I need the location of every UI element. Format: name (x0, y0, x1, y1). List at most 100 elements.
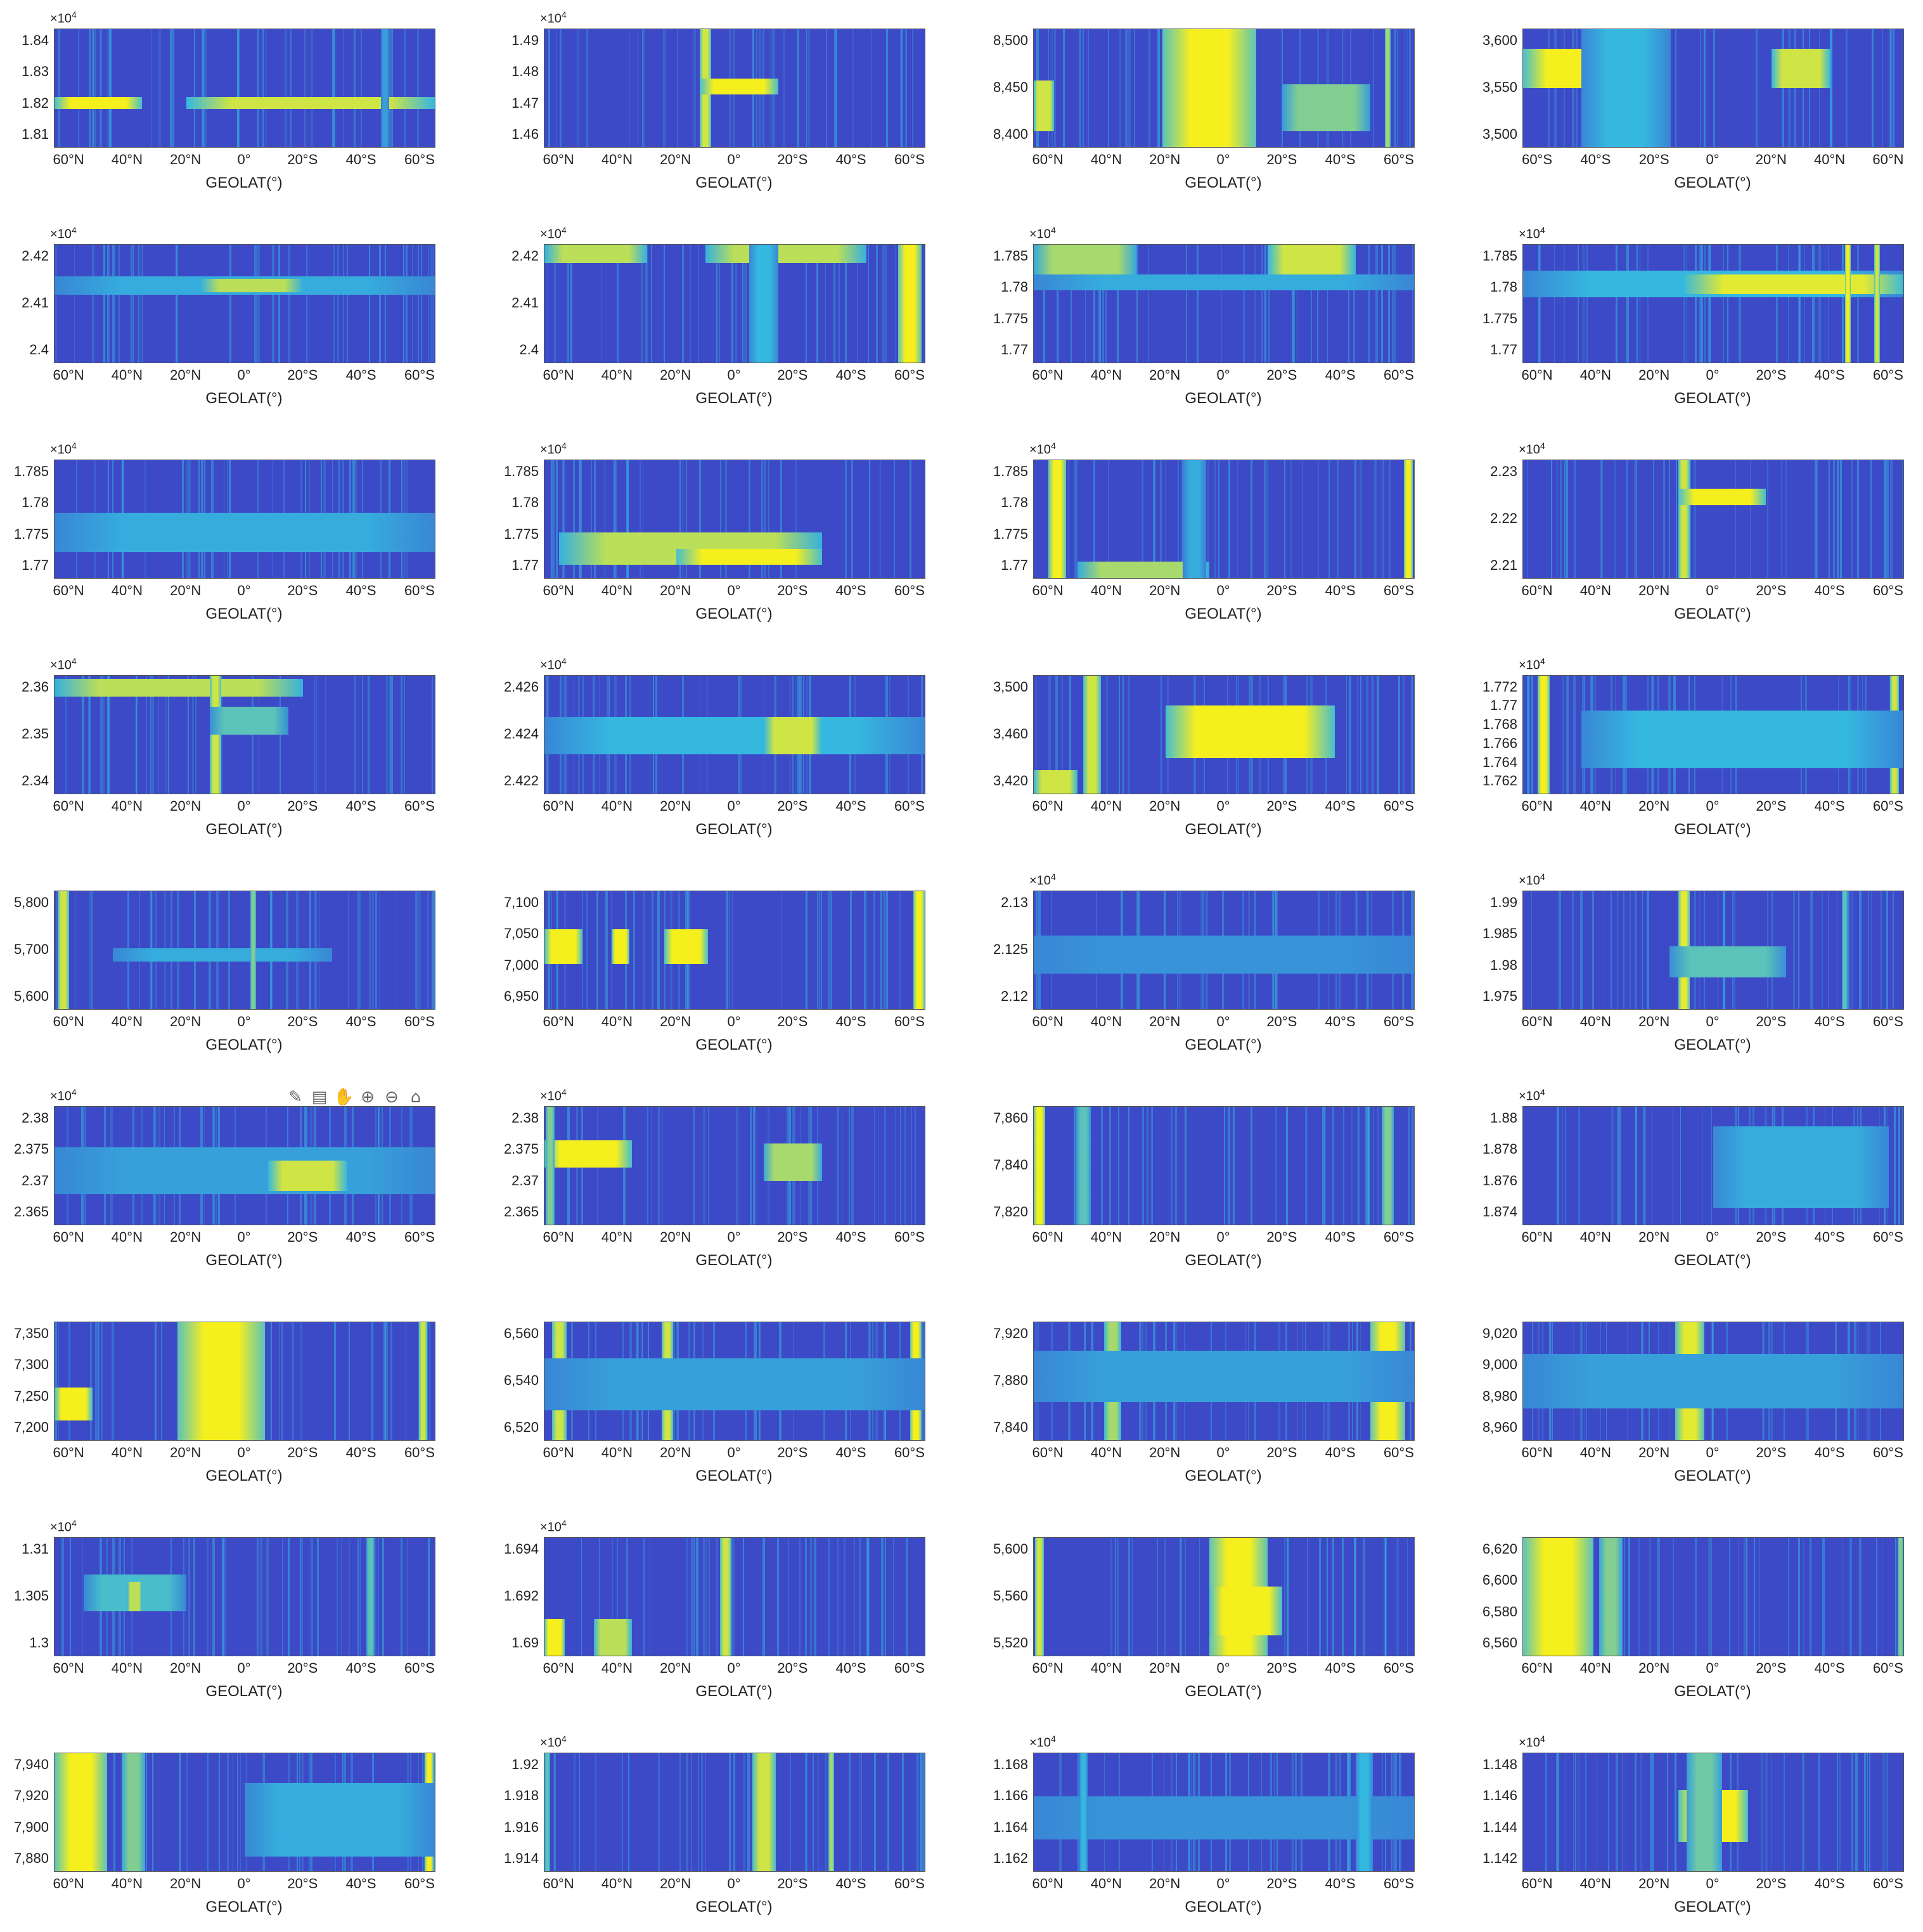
x-axis-label: GEOLAT(°) (695, 174, 773, 191)
y-tick-label: 2.38 (22, 1109, 49, 1126)
noise-stripe (614, 460, 616, 578)
noise-stripe (886, 891, 889, 1009)
noise-stripe (1577, 245, 1579, 363)
noise-stripe (1372, 1107, 1374, 1225)
x-tick-label: 40°S (1325, 798, 1356, 814)
noise-stripe (837, 1538, 839, 1656)
noise-stripe (1036, 676, 1038, 794)
heatmap-plot-area (54, 1537, 435, 1656)
noise-stripe (1881, 29, 1884, 147)
noise-stripe (1886, 891, 1889, 1009)
x-axis-label: GEOLAT(°) (205, 1467, 283, 1484)
x-tick-label: 20°N (660, 367, 691, 383)
noise-stripe (1737, 1538, 1739, 1656)
noise-stripe (1327, 245, 1328, 363)
y-tick-label: 1.775 (503, 525, 539, 542)
x-tick-label: 20°S (1266, 1445, 1297, 1460)
noise-stripe (108, 676, 111, 794)
noise-stripe (873, 1107, 875, 1225)
noise-stripe (371, 891, 375, 1009)
intensity-band (245, 1782, 435, 1857)
noise-stripe (311, 1538, 314, 1656)
noise-stripe (1629, 891, 1631, 1009)
edit-data-tip-icon[interactable]: ✎ (288, 1088, 302, 1107)
noise-stripe (306, 245, 308, 363)
intensity-band (1034, 80, 1055, 132)
noise-stripe (1563, 29, 1566, 147)
y-tick-label: 1.762 (1482, 773, 1517, 789)
noise-stripe (1170, 1107, 1173, 1225)
x-tick-label: 60°N (543, 367, 574, 383)
y-tick-label: 1.775 (993, 310, 1028, 326)
y-tick-label: 1.162 (993, 1850, 1028, 1867)
x-tick-label: 20°S (1266, 1014, 1297, 1029)
x-tick-label: 20°S (287, 583, 318, 598)
noise-stripe (1250, 1107, 1252, 1225)
x-tick-label: 60°S (1872, 1445, 1903, 1460)
noise-stripe (89, 891, 91, 1009)
noise-stripe (193, 1538, 195, 1656)
noise-stripe (1396, 1538, 1399, 1656)
home-restore-icon[interactable]: ⌂ (410, 1088, 421, 1107)
noise-stripe (1122, 676, 1124, 794)
x-tick-label: 20°N (170, 1229, 202, 1245)
noise-stripe (1368, 1107, 1370, 1225)
zoom-out-icon[interactable]: ⊖ (385, 1088, 399, 1107)
noise-stripe (101, 1322, 103, 1440)
x-tick-label: 0° (1216, 798, 1230, 814)
intensity-stripe (752, 1753, 776, 1871)
noise-stripe (841, 1107, 843, 1225)
y-tick-label: 1.305 (13, 1588, 49, 1604)
intensity-stripe (1687, 1753, 1722, 1871)
intensity-stripe (1403, 460, 1413, 578)
noise-stripe (1141, 460, 1144, 578)
zoom-in-icon[interactable]: ⊕ (361, 1088, 375, 1107)
x-tick-label: 60°S (1383, 1660, 1414, 1676)
noise-stripe (1573, 1753, 1575, 1871)
noise-stripe (849, 891, 852, 1009)
noise-stripe (1636, 460, 1637, 578)
noise-stripe (1408, 29, 1411, 147)
noise-stripe (384, 245, 387, 363)
intensity-stripe (749, 245, 779, 363)
x-tick-label: 60°N (53, 1876, 84, 1891)
noise-stripe (1864, 1753, 1865, 1871)
noise-stripe (288, 245, 290, 363)
noise-stripe (187, 676, 189, 794)
noise-stripe (1562, 676, 1564, 794)
data-brush-icon[interactable]: ▤ (311, 1088, 328, 1107)
noise-stripe (790, 1753, 791, 1871)
noise-stripe (411, 245, 413, 363)
heatmap-plot-area (1033, 1537, 1415, 1656)
heatmap-plot-area (1033, 1753, 1415, 1872)
x-tick-label: 20°N (660, 1876, 691, 1891)
noise-stripe (237, 29, 239, 147)
noise-stripe (551, 460, 555, 578)
noise-stripe (593, 460, 596, 578)
noise-stripe (1354, 460, 1357, 578)
x-axis-label: GEOLAT(°) (1185, 821, 1262, 838)
x-tick-label: 60°N (53, 367, 84, 383)
noise-stripe (433, 245, 434, 363)
noise-stripe (1087, 29, 1089, 147)
heatmap-plot-area (544, 460, 925, 579)
noise-stripe (1784, 1753, 1785, 1871)
noise-stripe (643, 1538, 646, 1656)
noise-stripe (1264, 245, 1267, 363)
noise-stripe (404, 29, 406, 147)
noise-stripe (1750, 460, 1751, 578)
noise-stripe (1107, 460, 1109, 578)
x-tick-label: 60°N (53, 1445, 84, 1460)
noise-stripe (89, 676, 91, 794)
y-tick-label: 6,600 (1482, 1572, 1517, 1588)
x-tick-label: 60°S (894, 1229, 925, 1245)
x-tick-label: 40°N (601, 1660, 633, 1676)
noise-stripe (646, 1107, 649, 1225)
noise-stripe (1566, 460, 1568, 578)
x-tick-label: 20°S (1756, 367, 1787, 383)
y-tick-label: 5,800 (13, 894, 49, 910)
noise-stripe (1363, 1538, 1365, 1656)
intensity-band (1165, 705, 1335, 759)
noise-stripe (1815, 460, 1817, 578)
pan-hand-icon[interactable]: ✋ (333, 1088, 354, 1107)
